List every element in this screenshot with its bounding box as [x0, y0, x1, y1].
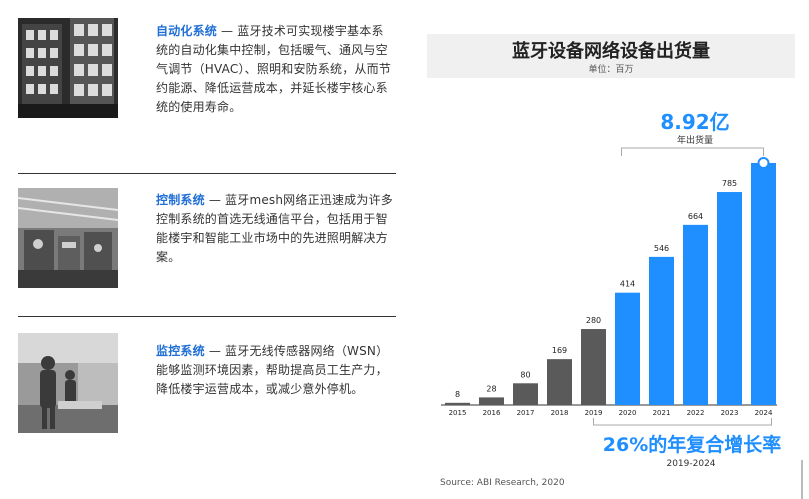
- highlight-value: 8.92亿: [660, 110, 730, 134]
- bar-2015: [445, 402, 470, 405]
- bar-value-label-2018: 169: [552, 346, 567, 355]
- control-text: — 蓝牙mesh网络正迅速成为许多控制系统的首选无线通信平台，包括用于智能楼宇和…: [156, 193, 393, 264]
- bar-value-label-2017: 80: [520, 370, 530, 379]
- automation-building-photo: [18, 18, 118, 118]
- page-edge-line: [801, 460, 803, 499]
- monitoring-keyword: 监控系统: [156, 344, 205, 358]
- chart-panel: 蓝牙设备网络设备出货量 单位：百万 8 2015 28 2016 80 2017 169 20…: [425, 0, 809, 499]
- bar-value-label-2019: 280: [586, 316, 601, 325]
- automation-text: — 蓝牙技术可实现楼宇基本系统的自动化集中控制，包括暖气、通风与空气调节（HVA…: [156, 24, 392, 114]
- bar-chart: 8 2015 28 2016 80 2017 169 2018 280 2019 414 2020 54…: [441, 147, 777, 426]
- bar-2018: [547, 359, 572, 405]
- cagr-bracket: [593, 418, 772, 426]
- bar-value-label-2023: 785: [722, 179, 737, 188]
- x-tick-label-2023: 2023: [721, 409, 739, 417]
- x-tick-label-2015: 2015: [449, 409, 467, 417]
- monitoring-hospital-photo: [18, 333, 118, 433]
- bar-2016: [479, 397, 504, 405]
- bar-2023: [717, 192, 742, 405]
- cagr-text: 26%的年复合增长率: [602, 434, 782, 456]
- control-keyword: 控制系统: [156, 193, 205, 207]
- monitoring-text: — 蓝牙无线传感器网络（WSN）能够监测环境因素，帮助提高员工生产力，降低楼宇运…: [156, 344, 389, 396]
- chart-title-band: 蓝牙设备网络设备出货量 单位：百万: [427, 34, 795, 78]
- divider-2: [18, 316, 396, 317]
- x-tick-label-2017: 2017: [517, 409, 535, 417]
- section-monitoring: 监控系统 — 蓝牙无线传感器网络（WSN）能够监测环境因素，帮助提高员工生产力，…: [0, 317, 396, 457]
- highlight-bracket: [621, 147, 764, 156]
- x-tick-label-2022: 2022: [687, 409, 705, 417]
- bar-2022: [683, 224, 708, 405]
- x-tick-label-2018: 2018: [551, 409, 569, 417]
- x-tick-label-2019: 2019: [585, 409, 603, 417]
- bar-value-label-2015: 8: [455, 390, 460, 399]
- automation-description: 自动化系统 — 蓝牙技术可实现楼宇基本系统的自动化集中控制，包括暖气、通风与空气…: [156, 22, 394, 117]
- chart-unit: 单位：百万: [588, 65, 634, 75]
- chart-title: 蓝牙设备网络设备出货量: [512, 41, 710, 62]
- bar-2021: [649, 256, 674, 405]
- control-factory-photo: [18, 188, 118, 288]
- bar-2019: [581, 329, 606, 405]
- section-control: 控制系统 — 蓝牙mesh网络正迅速成为许多控制系统的首选无线通信平台，包括用于…: [0, 174, 396, 314]
- cagr-period: 2019-2024: [666, 459, 716, 469]
- bar-2024: [751, 163, 776, 405]
- highlight-marker: [757, 157, 770, 169]
- bar-value-label-2022: 664: [688, 212, 703, 221]
- x-tick-label-2021: 2021: [653, 409, 671, 417]
- bar-value-label-2016: 28: [486, 384, 496, 393]
- section-automation: 自动化系统 — 蓝牙技术可实现楼宇基本系统的自动化集中控制，包括暖气、通风与空气…: [0, 0, 396, 170]
- bar-2020: [615, 292, 640, 405]
- highlight-label: 年出货量: [676, 136, 713, 146]
- x-tick-label-2020: 2020: [619, 409, 637, 417]
- bar-2017: [513, 383, 538, 405]
- source-note: Source: ABI Research, 2020: [440, 478, 565, 488]
- automation-keyword: 自动化系统: [156, 24, 218, 38]
- bar-value-label-2020: 414: [620, 280, 635, 289]
- x-tick-label-2016: 2016: [483, 409, 501, 417]
- x-tick-label-2024: 2024: [755, 409, 773, 417]
- bar-value-label-2021: 546: [654, 244, 669, 253]
- control-description: 控制系统 — 蓝牙mesh网络正迅速成为许多控制系统的首选无线通信平台，包括用于…: [156, 191, 394, 267]
- monitoring-description: 监控系统 — 蓝牙无线传感器网络（WSN）能够监测环境因素，帮助提高员工生产力，…: [156, 342, 394, 399]
- divider-1: [18, 173, 396, 174]
